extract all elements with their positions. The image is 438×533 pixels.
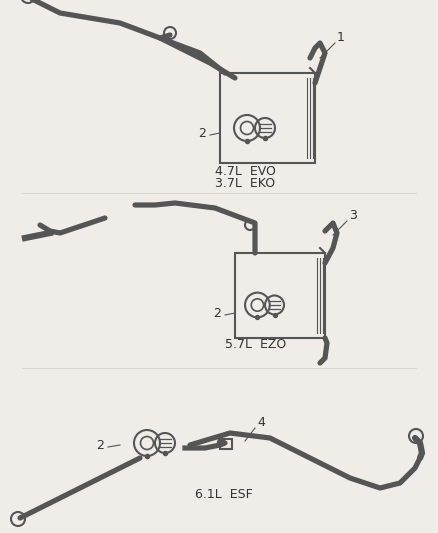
- Text: 6.1L  ESF: 6.1L ESF: [195, 488, 253, 501]
- Text: 4.7L  EVO: 4.7L EVO: [215, 165, 276, 178]
- Bar: [235, 253, 325, 338]
- Text: 3: 3: [349, 209, 357, 222]
- Text: 2: 2: [213, 307, 221, 320]
- Text: 3.7L  EKO: 3.7L EKO: [215, 177, 275, 190]
- Text: 2: 2: [96, 439, 104, 452]
- Text: 5.7L  EZO: 5.7L EZO: [225, 338, 286, 351]
- Text: 1: 1: [337, 31, 345, 44]
- Bar: [220, 439, 232, 449]
- Text: 2: 2: [198, 127, 206, 140]
- Text: 4: 4: [257, 416, 265, 429]
- Bar: [220, 73, 315, 163]
